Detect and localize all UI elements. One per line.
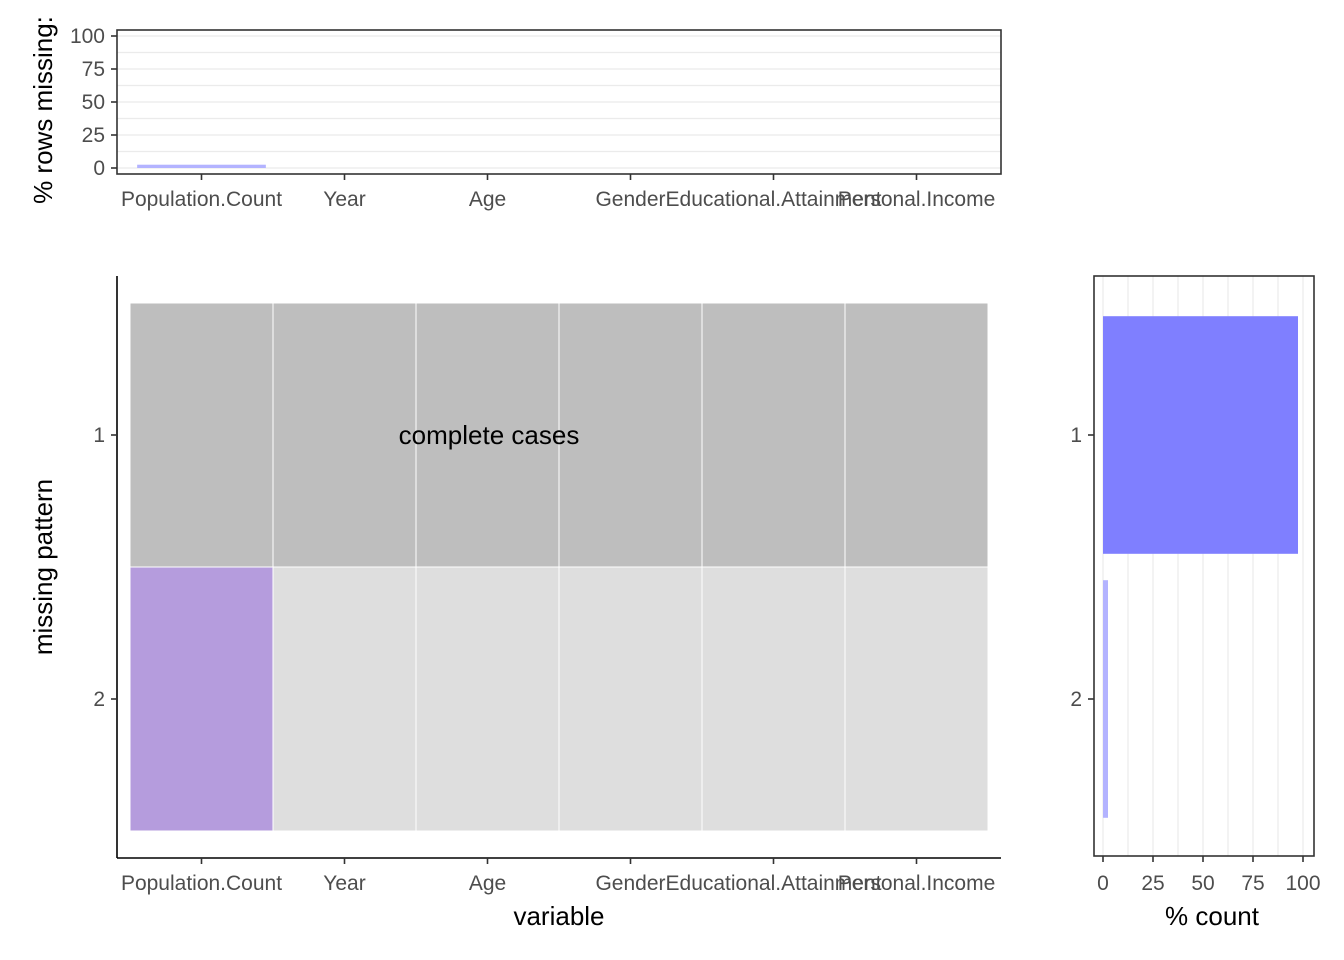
heatmap-x-tick-label: Educational.Attainment — [666, 872, 882, 895]
heatmap-cell-1-educational-attainment — [701, 302, 846, 568]
heatmap-y-tick-label: 1 — [93, 424, 105, 447]
heatmap-x-tick-label: Age — [469, 872, 506, 895]
heatmap-chart — [111, 276, 1001, 864]
top-y-tick-label: 25 — [82, 124, 105, 147]
heatmap-x-tick-label: Gender — [595, 872, 665, 895]
heatmap-x-axis-title: variable — [513, 901, 604, 931]
heatmap-cell-1-personal-income — [844, 302, 989, 568]
top-x-tick-label: Gender — [595, 188, 665, 211]
heatmap-cell-1-population-count — [129, 302, 274, 568]
heatmap-y-axis-title: missing pattern — [28, 479, 58, 655]
top-y-tick-label: 100 — [70, 25, 105, 48]
heatmap-cell-1-year — [272, 302, 417, 568]
top-x-tick-label: Population.Count — [121, 188, 282, 211]
pattern-count-chart — [1088, 275, 1315, 862]
heatmap-cell-1-gender — [558, 302, 703, 568]
heatmap-y-tick-label: 2 — [93, 688, 105, 711]
side-y-tick-label: 2 — [1070, 688, 1082, 711]
top-y-tick-label: 75 — [82, 58, 105, 81]
side-x-tick-label: 25 — [1141, 872, 1164, 895]
pattern-bar-2 — [1103, 580, 1108, 818]
side-x-tick-label: 0 — [1097, 872, 1109, 895]
top-y-axis-title: % rows missing: — [28, 16, 58, 204]
side-x-tick-label: 75 — [1241, 872, 1264, 895]
top-y-tick-label: 50 — [82, 91, 105, 114]
side-y-tick-label: 1 — [1070, 424, 1082, 447]
top-panel-border — [116, 29, 1002, 175]
heatmap-cell-2-age — [415, 566, 560, 832]
top-x-tick-label: Age — [469, 188, 506, 211]
heatmap-x-tick-label: Year — [323, 872, 365, 895]
top-x-tick-label: Year — [323, 188, 365, 211]
top-x-tick-label: Educational.Attainment — [666, 188, 882, 211]
heatmap-cell-2-educational-attainment — [701, 566, 846, 832]
complete-cases-label: complete cases — [399, 420, 580, 450]
heatmap-cell-2-year — [272, 566, 417, 832]
heatmap-cell-2-gender — [558, 566, 703, 832]
pattern-bar-1 — [1103, 316, 1298, 554]
heatmap-x-tick-label: Population.Count — [121, 872, 282, 895]
top-bar-population-count — [137, 164, 266, 168]
heatmap-cell-2-personal-income — [844, 566, 989, 832]
heatmap-x-tick-label: Personal.Income — [838, 872, 996, 895]
side-x-axis-title: % count — [1165, 901, 1260, 931]
heatmap-cell-2-population-count — [129, 566, 274, 832]
top-y-tick-label: 0 — [93, 157, 105, 180]
top-x-tick-label: Personal.Income — [838, 188, 996, 211]
side-x-tick-label: 100 — [1285, 872, 1320, 895]
heatmap-cell-1-age — [415, 302, 560, 568]
side-panel-border — [1093, 275, 1315, 857]
side-x-tick-label: 50 — [1191, 872, 1214, 895]
top-chart — [111, 29, 1002, 180]
